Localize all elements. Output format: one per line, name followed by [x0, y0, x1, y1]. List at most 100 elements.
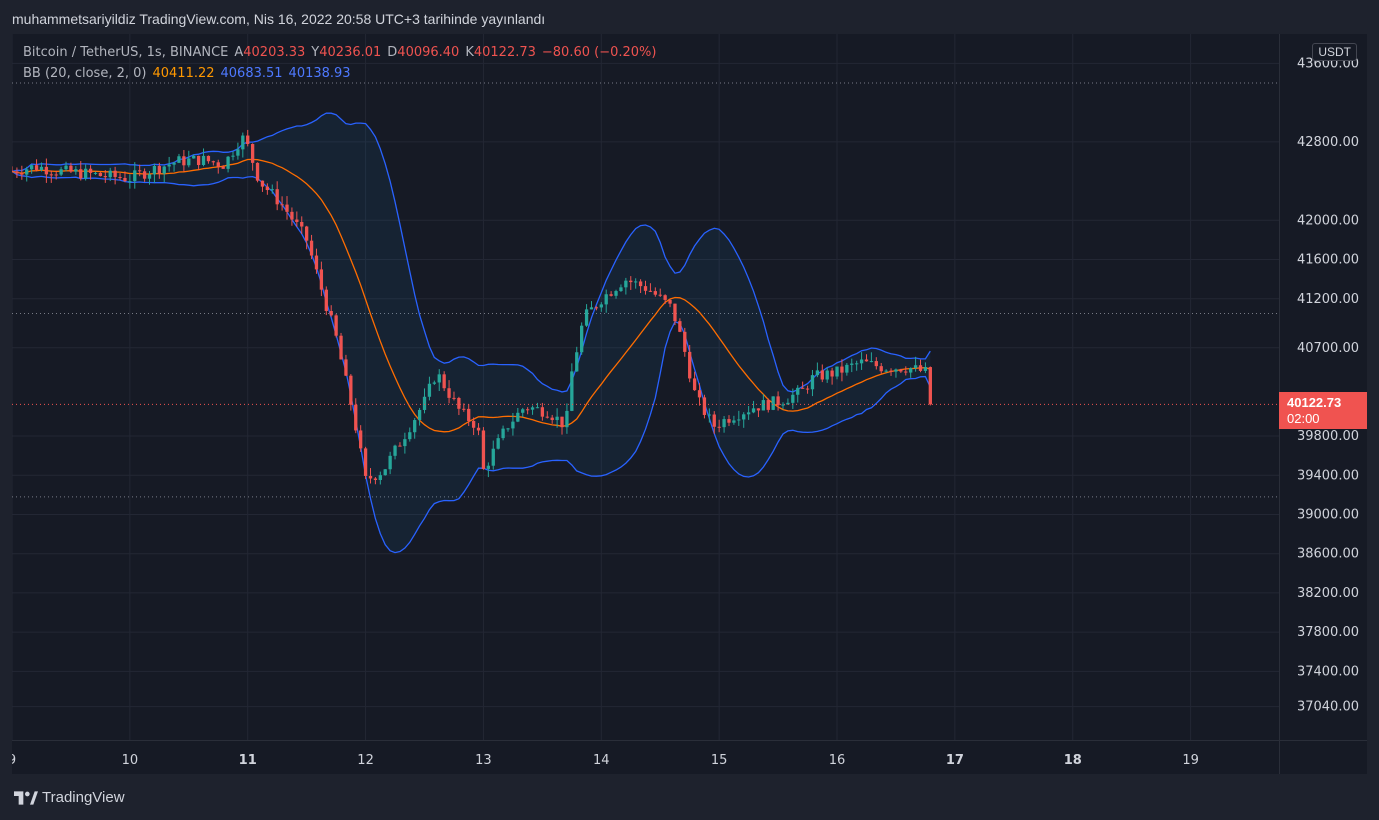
candle-body	[452, 397, 456, 399]
candle-body	[432, 382, 436, 384]
candle-body	[884, 370, 888, 372]
publish-info: muhammetsariyildiz TradingView.com, Nis …	[12, 11, 546, 27]
symbol-name[interactable]: Bitcoin / TetherUS, 1s, BINANCE	[23, 45, 229, 60]
price-tick-label: 42000.00	[1297, 213, 1359, 228]
candle-body	[668, 299, 672, 304]
candle-body	[84, 168, 88, 179]
candle-body	[334, 315, 338, 336]
candle-body	[187, 158, 191, 166]
candle-body	[501, 428, 505, 439]
brand-name: TradingView	[42, 789, 125, 806]
candle-body	[123, 177, 127, 182]
candle-body	[589, 307, 594, 310]
date-tick-label: 10	[122, 753, 139, 768]
price-tick-label: 41600.00	[1297, 253, 1359, 268]
price-tick-label: 40700.00	[1297, 341, 1359, 356]
candle-body	[619, 287, 623, 292]
candle-body	[44, 166, 49, 175]
candle-body	[786, 402, 790, 405]
candle-body	[201, 155, 206, 166]
price-tick-label: 37800.00	[1297, 625, 1359, 640]
candle-body	[894, 369, 898, 372]
symbol-legend[interactable]: Bitcoin / TetherUS, 1s, BINANCE A40203.33…	[23, 45, 662, 60]
candle-body	[599, 304, 603, 308]
candle-body	[368, 475, 373, 479]
candle-body	[393, 445, 397, 456]
bb-upper-value: 40683.51	[220, 66, 283, 81]
candle-body	[800, 387, 805, 389]
candle-body	[275, 189, 279, 205]
tradingview-brand[interactable]: TradingView	[14, 789, 125, 806]
candle-body	[64, 165, 68, 170]
candle-body	[162, 166, 166, 174]
candle-body	[142, 171, 147, 179]
candle-body	[889, 370, 893, 372]
date-tick-label: 19	[1182, 753, 1199, 768]
chart-area[interactable]: 43600.00 42800.00 42000.00 41600.00 41200.00…	[12, 34, 1367, 774]
candle-body	[869, 361, 874, 363]
candle-body	[192, 155, 196, 159]
candle-body	[211, 161, 216, 163]
candle-body	[707, 414, 711, 416]
candle-body	[467, 408, 471, 421]
candle-body	[864, 359, 869, 362]
candle-body	[511, 421, 515, 429]
candle-body	[653, 291, 657, 295]
candle-body	[756, 408, 761, 411]
candle-body	[491, 448, 495, 466]
price-chart[interactable]: 43600.0042800.0042000.0041600.0041200.00…	[12, 34, 1367, 774]
candle-body	[457, 398, 461, 409]
candle-body	[354, 404, 358, 431]
candle-body	[525, 409, 530, 411]
candle-body	[634, 281, 638, 283]
candle-body	[98, 172, 103, 177]
candle-body	[584, 309, 589, 326]
bb-basis-line	[12, 158, 931, 433]
price-tick-label: 39800.00	[1297, 429, 1359, 444]
candle-body	[236, 149, 240, 156]
candle-body	[270, 189, 274, 191]
candle-body	[614, 291, 618, 296]
candle-body	[25, 169, 29, 175]
bb-basis-value: 40411.22	[152, 66, 215, 81]
candle-body	[850, 363, 854, 365]
close-value: 40122.73	[473, 45, 536, 60]
date-tick-label: 13	[475, 753, 492, 768]
candle-body	[182, 156, 186, 166]
candle-body	[255, 162, 260, 181]
candle-body	[913, 365, 918, 369]
candle-body	[118, 176, 122, 178]
candle-body	[859, 359, 864, 364]
candle-body	[69, 165, 73, 172]
indicator-legend[interactable]: BB (20, close, 2, 0) 40411.22 40683.51 4013…	[23, 66, 357, 81]
candle-body	[688, 351, 692, 379]
currency-button[interactable]: USDT	[1312, 43, 1357, 61]
price-tick-label: 37400.00	[1297, 664, 1359, 679]
candle-body	[206, 155, 211, 162]
date-tick-label: 9	[12, 753, 16, 768]
candle-body	[751, 408, 756, 413]
candle-body	[692, 378, 697, 391]
candle-body	[138, 170, 142, 172]
candle-body	[113, 170, 117, 177]
candle-body	[918, 365, 923, 371]
price-tick-label: 41200.00	[1297, 292, 1359, 307]
candle-body	[565, 410, 569, 428]
low-label: D	[387, 45, 398, 60]
candle-body	[88, 168, 93, 173]
high-value: 40236.01	[319, 45, 382, 60]
candle-body	[535, 407, 540, 409]
candle-body	[796, 387, 800, 395]
low-value: 40096.40	[397, 45, 460, 60]
candle-body	[172, 162, 176, 165]
indicator-name[interactable]: BB (20, close, 2, 0)	[23, 66, 147, 81]
price-tick-label: 39400.00	[1297, 468, 1359, 483]
candle-body	[74, 169, 78, 172]
candle-body	[845, 364, 849, 373]
candle-body	[737, 419, 741, 421]
candle-body	[771, 396, 775, 410]
candle-body	[417, 409, 422, 421]
date-tick-label: 12	[357, 753, 374, 768]
candle-body	[928, 367, 932, 405]
candle-body	[383, 469, 387, 476]
